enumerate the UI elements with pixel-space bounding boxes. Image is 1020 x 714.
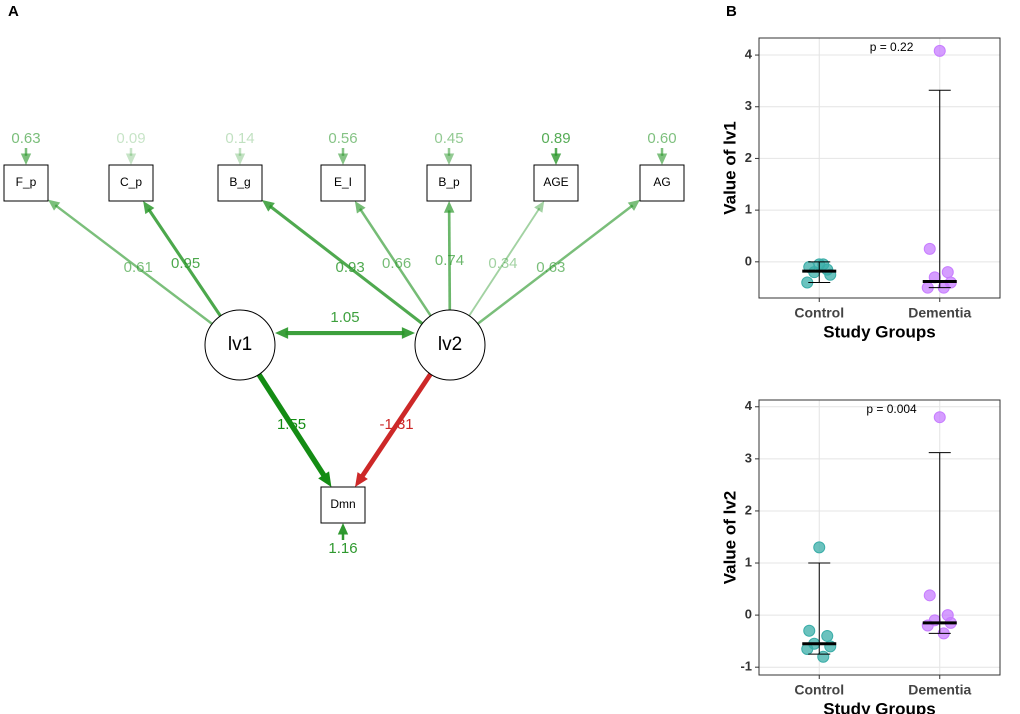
loading-label: 0.74 [435,252,464,269]
x-tick-label: Dementia [908,682,971,698]
loading-label: 0.34 [488,255,517,272]
observed-node [426,164,472,202]
data-point [923,242,936,255]
residual-arrow-head [550,153,562,165]
plot-border [758,399,1001,676]
observed-node [3,164,49,202]
loading-path [54,204,213,325]
residual-arrow-head [20,153,32,165]
residual-label: 0.14 [225,130,254,147]
residual-arrow-head [125,153,137,165]
y-tick-label: 2 [745,150,752,165]
y-tick-label: 1 [745,202,752,217]
covariance-path-head [401,327,415,339]
residual-arrow-head [234,153,246,165]
y-tick-label: 0 [745,253,752,268]
node-label: AG [653,175,670,189]
data-point [941,266,954,279]
loading-label: 0.95 [171,255,200,272]
plot-border [758,37,1001,299]
loading-label: 0.63 [536,259,565,276]
data-point [803,624,816,637]
loading-path-head [48,199,61,211]
y-axis-label: Value of lv2 [720,491,739,585]
loading-path [358,207,432,317]
loading-label: 0.66 [382,255,411,272]
covariance-label: 1.05 [330,309,359,326]
y-tick-label: 2 [745,502,752,517]
y-tick-label: 3 [745,98,752,113]
node-label: Dmn [330,497,355,511]
regression-path-head [318,471,332,487]
panel-label: B [726,3,737,20]
residual-arrow-head [656,153,668,165]
annotation: p = 0.004 [866,402,917,416]
loading-path [268,204,424,325]
loading-path [447,210,452,311]
observed-node [320,164,366,202]
y-axis-label: Value of lv1 [720,121,739,215]
regression-label: 1.55 [277,416,306,433]
loading-path-head [354,201,366,214]
residual-arrow-head [337,523,349,535]
data-point [933,411,946,424]
x-tick-label: Control [794,682,844,698]
data-point [933,44,946,57]
y-tick-label: 1 [745,554,752,569]
loading-path-head [534,201,545,213]
node-label: B_p [438,175,460,189]
loading-path-head [443,201,455,213]
x-tick-label: Control [794,305,844,321]
outcome-node [320,486,366,524]
node-label: E_I [334,175,352,189]
y-tick-label: 0 [745,607,752,622]
loading-label: 0.61 [124,259,153,276]
node-label: B_g [229,175,250,189]
y-tick-label: 4 [745,46,753,61]
x-tick-label: Dementia [908,305,971,321]
loading-path-head [627,199,640,211]
latent-node [204,309,276,381]
residual-label: 0.60 [647,130,676,147]
annotation: p = 0.22 [870,40,914,54]
panel-label: A [8,3,19,20]
residual-arrow-head [337,153,349,165]
regression-path [359,372,433,480]
node-label: F_p [16,175,37,189]
observed-node [533,164,579,202]
node-label: C_p [120,175,142,189]
loading-path-head [143,201,155,215]
residual-label: 1.16 [328,540,357,557]
residual-label: 0.63 [11,130,40,147]
residual-label: 0.56 [328,130,357,147]
data-point [923,589,936,602]
node-label: lv1 [228,334,252,355]
residual-arrow-head [443,153,455,165]
x-axis-label: Study Groups [823,322,935,341]
residual-label: 0.45 [434,130,463,147]
covariance-path-head [275,327,289,339]
loading-path [147,208,222,317]
node-label: lv2 [438,334,462,355]
y-tick-label: -1 [740,659,752,674]
x-axis-label: Study Groups [823,699,935,714]
regression-path-head [355,472,368,487]
data-point [821,629,834,642]
latent-node [414,309,486,381]
regression-path [256,372,328,479]
loading-label: 0.93 [336,259,365,276]
observed-node [108,164,154,202]
node-label: AGE [543,175,568,189]
loading-path [468,207,541,317]
data-point [813,541,826,554]
residual-label: 0.89 [541,130,570,147]
regression-label: -1.31 [379,416,413,433]
y-tick-label: 4 [745,398,753,413]
observed-node [217,164,263,202]
loading-path [477,204,634,325]
residual-label: 0.09 [116,130,145,147]
loading-path-head [262,199,275,212]
y-tick-label: 3 [745,450,752,465]
